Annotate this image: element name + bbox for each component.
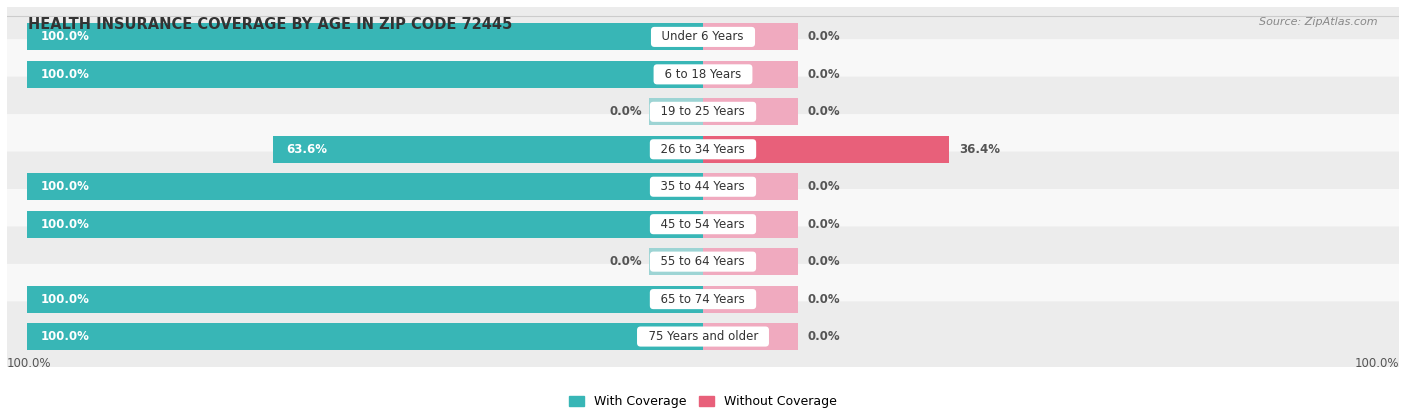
Text: 26 to 34 Years: 26 to 34 Years	[654, 143, 752, 156]
Text: 0.0%: 0.0%	[807, 255, 841, 268]
Bar	[27, 211, 703, 238]
Bar	[703, 98, 797, 125]
Bar	[703, 211, 797, 238]
Text: 45 to 54 Years: 45 to 54 Years	[654, 218, 752, 231]
Bar	[650, 248, 703, 275]
Bar	[703, 61, 797, 88]
Text: 65 to 74 Years: 65 to 74 Years	[654, 293, 752, 305]
FancyBboxPatch shape	[4, 264, 1402, 334]
Bar	[703, 173, 797, 200]
FancyBboxPatch shape	[4, 301, 1402, 372]
Text: 0.0%: 0.0%	[807, 180, 841, 193]
Legend: With Coverage, Without Coverage: With Coverage, Without Coverage	[564, 390, 842, 413]
Text: 63.6%: 63.6%	[287, 143, 328, 156]
Text: 19 to 25 Years: 19 to 25 Years	[654, 105, 752, 118]
Text: 100.0%: 100.0%	[7, 357, 52, 370]
Bar	[27, 173, 703, 200]
Text: 55 to 64 Years: 55 to 64 Years	[654, 255, 752, 268]
Text: 0.0%: 0.0%	[807, 68, 841, 81]
Text: 100.0%: 100.0%	[41, 30, 90, 44]
Text: 100.0%: 100.0%	[41, 330, 90, 343]
Text: 100.0%: 100.0%	[1354, 357, 1399, 370]
FancyBboxPatch shape	[4, 151, 1402, 222]
Bar	[650, 98, 703, 125]
Bar	[703, 23, 797, 50]
Text: HEALTH INSURANCE COVERAGE BY AGE IN ZIP CODE 72445: HEALTH INSURANCE COVERAGE BY AGE IN ZIP …	[28, 17, 512, 32]
Text: 35 to 44 Years: 35 to 44 Years	[654, 180, 752, 193]
Text: 0.0%: 0.0%	[807, 105, 841, 118]
Bar	[273, 136, 703, 163]
Text: 0.0%: 0.0%	[807, 30, 841, 44]
Text: Under 6 Years: Under 6 Years	[655, 30, 751, 44]
Bar	[703, 323, 797, 350]
FancyBboxPatch shape	[4, 189, 1402, 259]
Text: 0.0%: 0.0%	[807, 330, 841, 343]
FancyBboxPatch shape	[4, 227, 1402, 297]
Bar	[703, 136, 949, 163]
Text: 0.0%: 0.0%	[807, 218, 841, 231]
Bar	[703, 286, 797, 312]
Bar	[27, 61, 703, 88]
Text: 0.0%: 0.0%	[807, 293, 841, 305]
Bar	[27, 23, 703, 50]
Text: 0.0%: 0.0%	[610, 105, 643, 118]
FancyBboxPatch shape	[4, 39, 1402, 110]
Text: 0.0%: 0.0%	[610, 255, 643, 268]
Text: 6 to 18 Years: 6 to 18 Years	[657, 68, 749, 81]
Text: 75 Years and older: 75 Years and older	[641, 330, 765, 343]
Text: 100.0%: 100.0%	[41, 180, 90, 193]
Bar	[27, 286, 703, 312]
FancyBboxPatch shape	[4, 114, 1402, 185]
Text: Source: ZipAtlas.com: Source: ZipAtlas.com	[1260, 17, 1378, 27]
Text: 100.0%: 100.0%	[41, 68, 90, 81]
Bar	[703, 248, 797, 275]
Text: 100.0%: 100.0%	[41, 218, 90, 231]
Text: 100.0%: 100.0%	[41, 293, 90, 305]
FancyBboxPatch shape	[4, 77, 1402, 147]
Bar	[27, 323, 703, 350]
FancyBboxPatch shape	[4, 2, 1402, 72]
Text: 36.4%: 36.4%	[959, 143, 1000, 156]
